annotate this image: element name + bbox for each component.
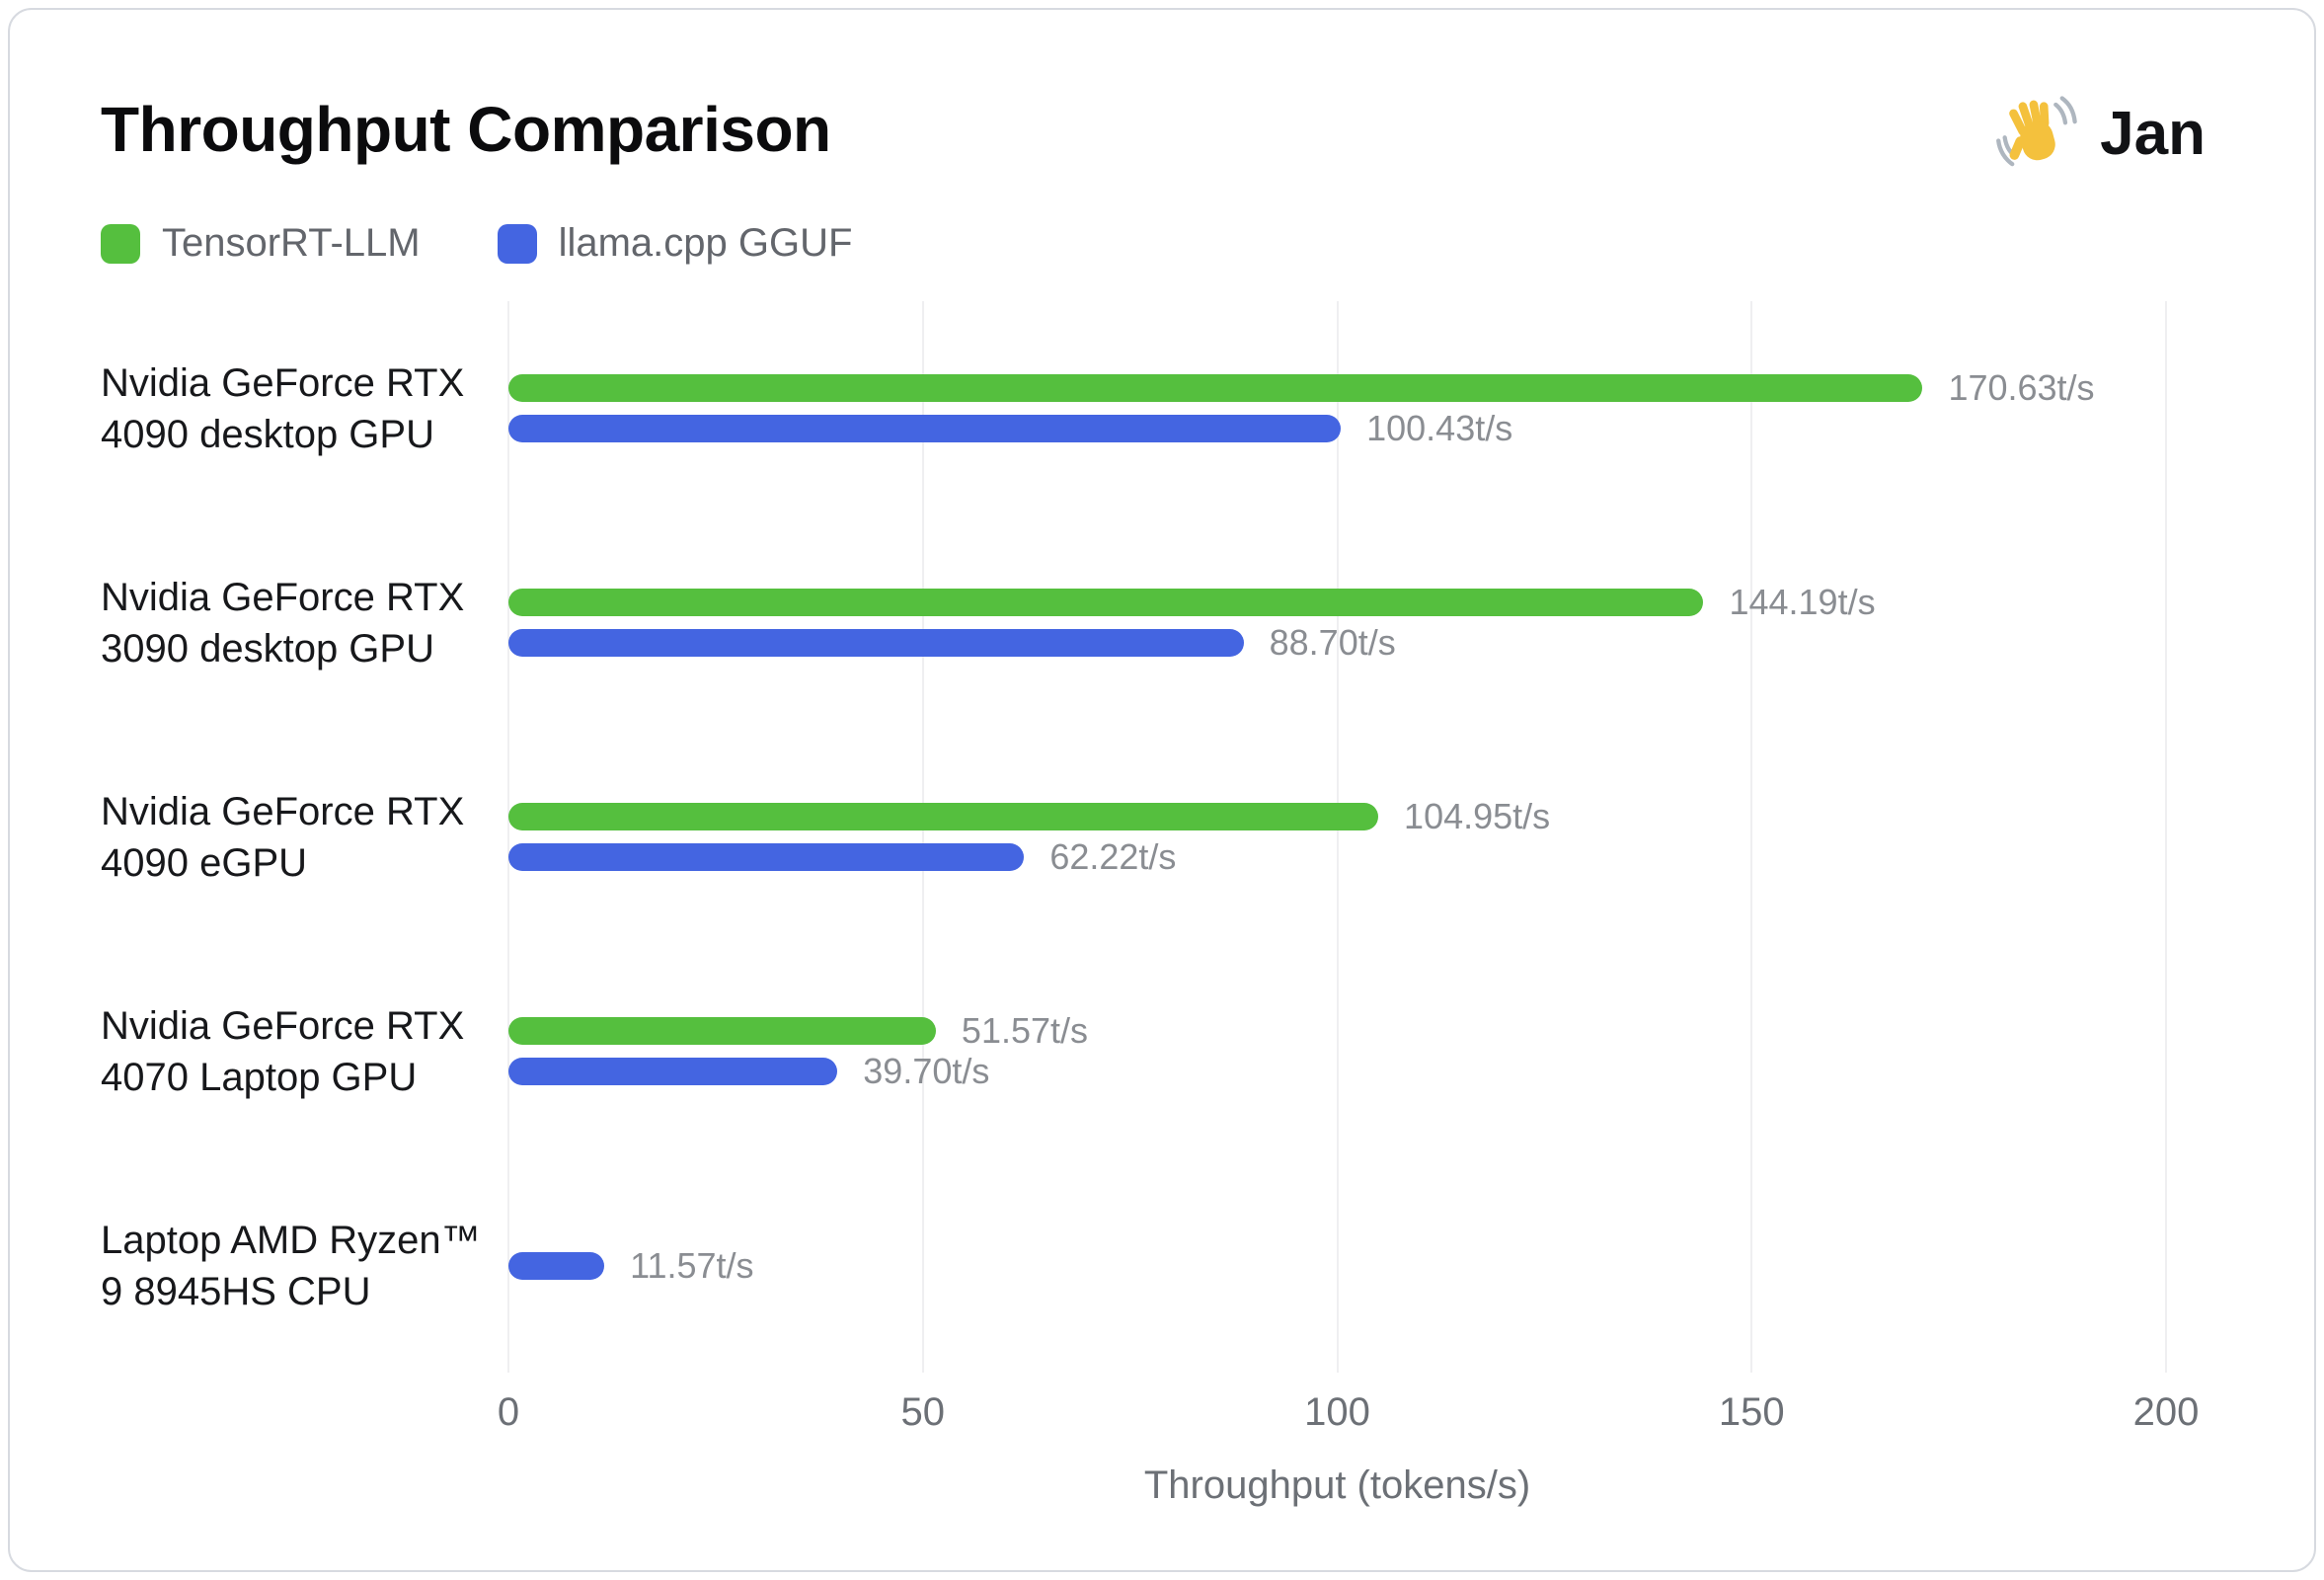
bar-value-label: 39.70t/s — [863, 1051, 990, 1091]
brand-name: Jan — [2100, 99, 2206, 168]
bar — [508, 1017, 936, 1045]
bar-line: 51.57t/s — [508, 1010, 2166, 1051]
bar-group: 104.95t/s 62.22t/s — [508, 796, 2166, 877]
bar — [508, 374, 1923, 402]
bar — [508, 843, 1025, 871]
bar-line: 88.70t/s — [508, 622, 2166, 663]
legend-item: TensorRT-LLM — [101, 221, 421, 266]
category-label: Nvidia GeForce RTX 4070 Laptop GPU — [101, 1003, 465, 1099]
bar-line: 100.43t/s — [508, 408, 2166, 448]
bar-value-label: 88.70t/s — [1269, 622, 1396, 663]
legend-swatch — [497, 223, 537, 264]
bar — [508, 1251, 605, 1280]
bar-group: 144.19t/s 88.70t/s — [508, 582, 2166, 663]
bar-group: 11.57t/s — [508, 1245, 2166, 1286]
bar — [508, 803, 1379, 830]
chart-row: Laptop AMD Ryzen™ 9 8945HS CPU 11.57t/s — [101, 1158, 2166, 1373]
x-axis-tick: 50 — [900, 1390, 946, 1434]
bar — [508, 415, 1342, 442]
category-label: Nvidia GeForce RTX 3090 desktop GPU — [101, 575, 465, 671]
gridline — [507, 301, 509, 1373]
bar-chart: Nvidia GeForce RTX 4090 desktop GPU 170.… — [101, 301, 2167, 1373]
header: Throughput Comparison Jan — [101, 94, 2206, 176]
bar-value-label: 104.95t/s — [1404, 796, 1551, 836]
legend: TensorRT-LLM llama.cpp GGUF — [101, 221, 2166, 266]
x-axis: 0 50 100 150 200 — [498, 1373, 2200, 1446]
bar-group: 51.57t/s 39.70t/s — [508, 1010, 2166, 1091]
gridline — [2165, 301, 2167, 1373]
waving-hand-icon — [1996, 96, 2077, 167]
bar-line: 39.70t/s — [508, 1051, 2166, 1091]
bar-value-label: 51.57t/s — [961, 1010, 1089, 1051]
legend-label: TensorRT-LLM — [162, 221, 421, 265]
x-axis-label: Throughput (tokens/s) — [1143, 1463, 1531, 1507]
jan-logo: Jan — [1995, 91, 2206, 176]
gridline — [1750, 301, 1753, 1373]
bar-value-label: 62.22t/s — [1049, 836, 1177, 877]
x-axis-tick: 100 — [1304, 1390, 1370, 1434]
bar — [508, 1058, 838, 1085]
gridlines — [507, 301, 2167, 1373]
bar-value-label: 100.43t/s — [1366, 408, 1513, 448]
legend-label: llama.cpp GGUF — [558, 221, 853, 265]
legend-item: llama.cpp GGUF — [497, 221, 853, 266]
bar — [508, 629, 1244, 657]
x-axis-tick: 150 — [1718, 1390, 1785, 1434]
bar-line: 170.63t/s — [508, 367, 2166, 408]
bar-value-label: 170.63t/s — [1948, 367, 2095, 408]
page-title: Throughput Comparison — [101, 94, 831, 165]
chart-row: Nvidia GeForce RTX 4070 Laptop GPU 51.57… — [101, 944, 2166, 1158]
bar-value-label: 144.19t/s — [1729, 582, 1876, 622]
chart-rows: Nvidia GeForce RTX 4090 desktop GPU 170.… — [101, 301, 2166, 1373]
chart-row: Nvidia GeForce RTX 4090 eGPU 104.95t/s 6… — [101, 730, 2166, 944]
x-axis-tick: 0 — [497, 1390, 520, 1434]
chart-card: Throughput Comparison Jan — [8, 8, 2316, 1572]
legend-swatch — [101, 223, 140, 264]
chart-row: Nvidia GeForce RTX 3090 desktop GPU 144.… — [101, 515, 2166, 730]
category-label: Nvidia GeForce RTX 4090 eGPU — [101, 789, 465, 885]
bar-line: 62.22t/s — [508, 836, 2166, 877]
bar-value-label: 11.57t/s — [630, 1244, 754, 1286]
bar-group: 170.63t/s 100.43t/s — [508, 367, 2166, 448]
bar — [508, 589, 1704, 616]
gridline — [921, 301, 924, 1373]
chart-row: Nvidia GeForce RTX 4090 desktop GPU 170.… — [101, 301, 2166, 515]
category-label: Laptop AMD Ryzen™ 9 8945HS CPU — [101, 1218, 481, 1313]
category-label: Nvidia GeForce RTX 4090 desktop GPU — [101, 360, 465, 456]
bar-line: 11.57t/s — [508, 1245, 2166, 1286]
bar-line: 104.95t/s — [508, 796, 2166, 836]
gridline — [1336, 301, 1339, 1373]
x-axis-tick: 200 — [2132, 1390, 2200, 1434]
bar-line: 144.19t/s — [508, 582, 2166, 622]
